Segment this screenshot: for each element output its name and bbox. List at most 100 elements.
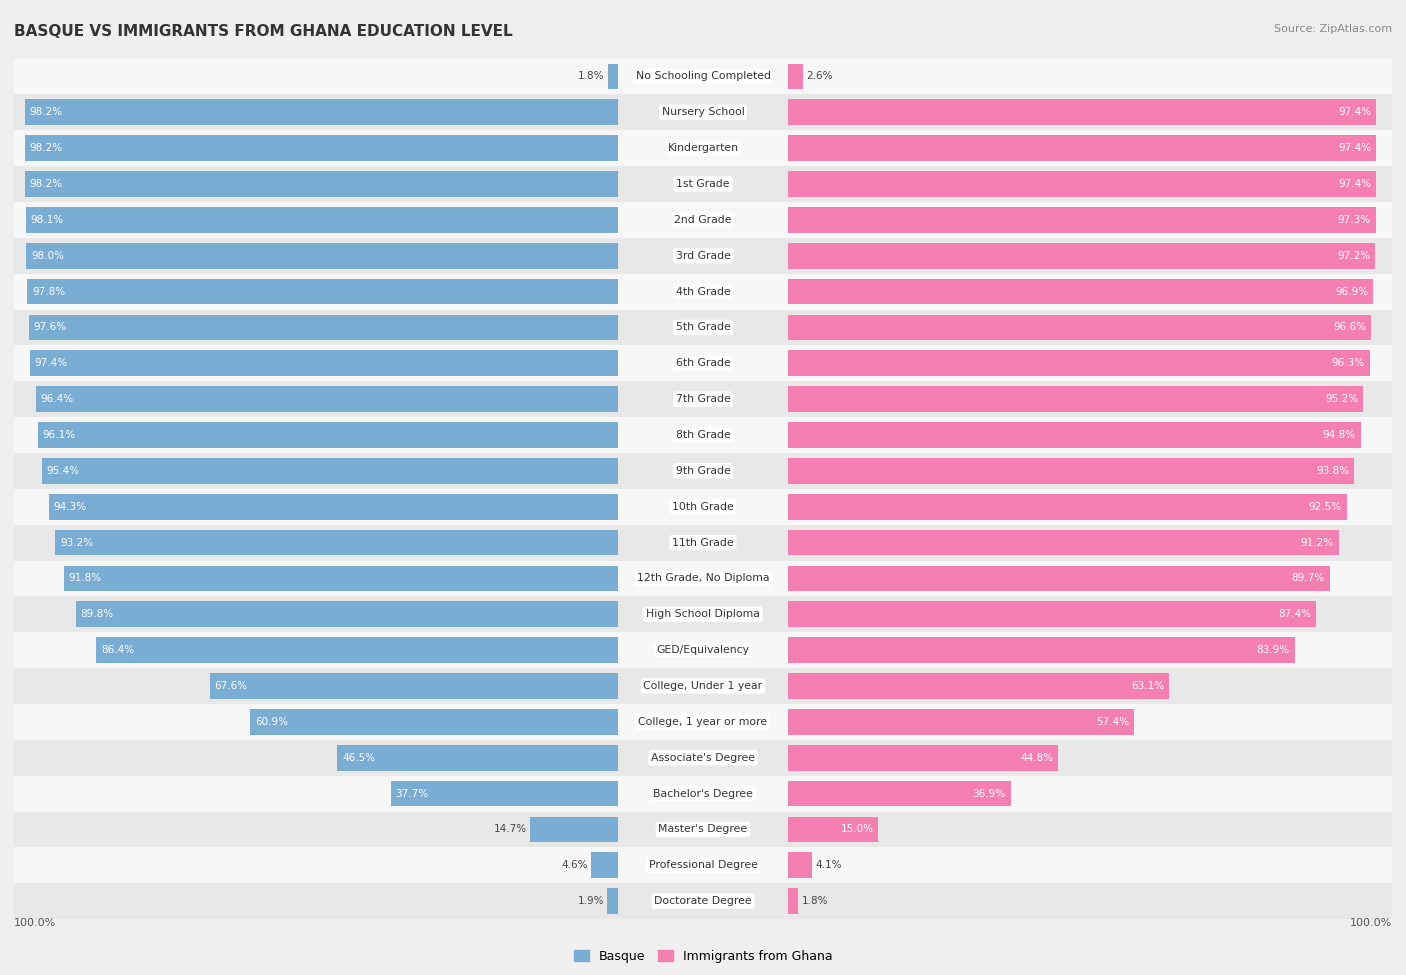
- Text: Bachelor's Degree: Bachelor's Degree: [652, 789, 754, 799]
- Bar: [530, 816, 619, 842]
- Bar: [14, 417, 1392, 453]
- Text: 89.8%: 89.8%: [80, 609, 114, 619]
- Bar: [14, 883, 1392, 919]
- Bar: [787, 852, 813, 878]
- Bar: [787, 207, 1375, 233]
- Bar: [14, 740, 1392, 776]
- Bar: [787, 816, 879, 842]
- Bar: [14, 166, 1392, 202]
- Bar: [787, 493, 1347, 520]
- Bar: [14, 345, 1392, 381]
- Text: 86.4%: 86.4%: [101, 645, 134, 655]
- Text: College, 1 year or more: College, 1 year or more: [638, 717, 768, 727]
- Text: 9th Grade: 9th Grade: [676, 466, 730, 476]
- Text: 7th Grade: 7th Grade: [676, 394, 730, 405]
- Bar: [787, 422, 1361, 448]
- Text: 95.4%: 95.4%: [46, 466, 80, 476]
- Bar: [787, 171, 1376, 197]
- Text: 12th Grade, No Diploma: 12th Grade, No Diploma: [637, 573, 769, 583]
- Bar: [787, 279, 1374, 304]
- Bar: [27, 279, 619, 304]
- Text: 46.5%: 46.5%: [342, 753, 375, 762]
- Text: 97.4%: 97.4%: [1339, 143, 1371, 153]
- Bar: [14, 488, 1392, 525]
- Bar: [787, 99, 1376, 125]
- Bar: [27, 243, 619, 269]
- Text: 97.4%: 97.4%: [35, 358, 67, 369]
- Bar: [14, 309, 1392, 345]
- Bar: [38, 422, 619, 448]
- Bar: [787, 315, 1371, 340]
- Bar: [25, 171, 619, 197]
- Text: 87.4%: 87.4%: [1278, 609, 1310, 619]
- Text: 63.1%: 63.1%: [1130, 681, 1164, 691]
- Text: 100.0%: 100.0%: [1350, 918, 1392, 928]
- Bar: [787, 673, 1168, 699]
- Text: Kindergarten: Kindergarten: [668, 143, 738, 153]
- Text: 95.2%: 95.2%: [1324, 394, 1358, 405]
- Text: 96.1%: 96.1%: [42, 430, 76, 440]
- Text: 93.8%: 93.8%: [1316, 466, 1350, 476]
- Bar: [14, 95, 1392, 131]
- Bar: [14, 561, 1392, 597]
- Text: 96.3%: 96.3%: [1331, 358, 1365, 369]
- Bar: [14, 668, 1392, 704]
- Bar: [787, 745, 1059, 770]
- Bar: [55, 529, 619, 556]
- Text: 97.4%: 97.4%: [1339, 107, 1371, 117]
- Text: 67.6%: 67.6%: [215, 681, 247, 691]
- Text: 98.2%: 98.2%: [30, 107, 63, 117]
- Text: 60.9%: 60.9%: [254, 717, 288, 727]
- Text: 44.8%: 44.8%: [1021, 753, 1053, 762]
- Bar: [787, 458, 1354, 484]
- Text: 6th Grade: 6th Grade: [676, 358, 730, 369]
- Bar: [96, 638, 619, 663]
- Bar: [787, 529, 1339, 556]
- Text: 96.4%: 96.4%: [41, 394, 73, 405]
- Text: 97.4%: 97.4%: [1339, 179, 1371, 189]
- Text: Doctorate Degree: Doctorate Degree: [654, 896, 752, 906]
- Bar: [787, 243, 1375, 269]
- Text: GED/Equivalency: GED/Equivalency: [657, 645, 749, 655]
- Text: 100.0%: 100.0%: [14, 918, 56, 928]
- Bar: [14, 847, 1392, 883]
- Bar: [391, 781, 619, 806]
- Text: Master's Degree: Master's Degree: [658, 825, 748, 835]
- Text: 1.9%: 1.9%: [578, 896, 605, 906]
- Bar: [14, 58, 1392, 95]
- Bar: [14, 202, 1392, 238]
- Bar: [787, 602, 1316, 627]
- Text: 1.8%: 1.8%: [578, 71, 605, 82]
- Bar: [787, 136, 1376, 161]
- Bar: [787, 638, 1295, 663]
- Bar: [48, 493, 619, 520]
- Bar: [209, 673, 619, 699]
- Text: 8th Grade: 8th Grade: [676, 430, 730, 440]
- Bar: [25, 207, 619, 233]
- Bar: [14, 381, 1392, 417]
- Text: 14.7%: 14.7%: [494, 825, 526, 835]
- Bar: [30, 350, 619, 376]
- Bar: [63, 566, 619, 592]
- Text: Source: ZipAtlas.com: Source: ZipAtlas.com: [1274, 24, 1392, 34]
- Text: 91.2%: 91.2%: [1301, 537, 1334, 548]
- Text: 2.6%: 2.6%: [807, 71, 832, 82]
- Bar: [787, 781, 1011, 806]
- Text: 36.9%: 36.9%: [973, 789, 1005, 799]
- Bar: [14, 776, 1392, 811]
- Text: 97.2%: 97.2%: [1337, 251, 1371, 260]
- Text: Associate's Degree: Associate's Degree: [651, 753, 755, 762]
- Bar: [787, 888, 799, 914]
- Bar: [35, 386, 619, 412]
- Text: High School Diploma: High School Diploma: [647, 609, 759, 619]
- Text: 1st Grade: 1st Grade: [676, 179, 730, 189]
- Text: 97.3%: 97.3%: [1337, 214, 1371, 225]
- Text: 4.6%: 4.6%: [561, 860, 588, 871]
- Bar: [787, 566, 1330, 592]
- Text: 2nd Grade: 2nd Grade: [675, 214, 731, 225]
- Bar: [14, 811, 1392, 847]
- Text: 57.4%: 57.4%: [1097, 717, 1129, 727]
- Text: 94.3%: 94.3%: [53, 502, 86, 512]
- Text: 97.6%: 97.6%: [34, 323, 66, 332]
- Bar: [14, 131, 1392, 166]
